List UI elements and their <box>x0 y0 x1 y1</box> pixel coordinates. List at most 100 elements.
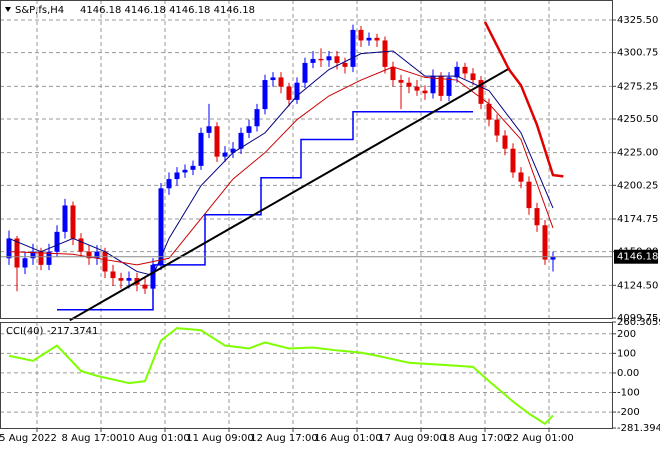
candle-body <box>46 251 52 265</box>
x-tick-label: 11 Aug 09:00 <box>186 433 253 444</box>
grid <box>0 0 616 432</box>
candle-body <box>358 29 364 41</box>
cci-line <box>8 327 554 426</box>
candle-body <box>390 66 396 81</box>
candle-body <box>486 103 492 120</box>
indicator-line <box>69 67 511 322</box>
candle-body <box>526 181 532 209</box>
candle-body <box>478 80 484 104</box>
y-tick-label: 4325.50 <box>617 15 658 26</box>
candle-body <box>342 62 348 67</box>
candle-body <box>302 62 308 83</box>
y-tick-label: 4300.75 <box>617 48 658 59</box>
candle-body <box>110 271 116 279</box>
x-tick-label: 22 Aug 01:00 <box>506 433 573 444</box>
y-tick-label: -200 <box>617 407 640 418</box>
candle-body <box>374 37 380 41</box>
x-tick-label: 8 Aug 17:00 <box>61 433 122 444</box>
indicator-line <box>8 66 554 266</box>
cci-value: -217.3741 <box>47 326 98 337</box>
candle-body <box>270 77 276 81</box>
candle-body <box>246 126 252 133</box>
candle-body <box>14 238 20 268</box>
y-tick-label: 100 <box>617 348 636 359</box>
candle-body <box>38 251 44 265</box>
candle-body <box>366 37 372 41</box>
candle-body <box>406 82 412 87</box>
candle-body <box>118 278 124 281</box>
x-tick-label: 18 Aug 17:00 <box>442 433 509 444</box>
candle-body <box>318 58 324 61</box>
symbol: S&P,fs,H4 <box>15 5 64 16</box>
candle-body <box>414 86 420 91</box>
y-tick-label: 4174.75 <box>617 214 658 225</box>
indicator-line <box>483 21 564 178</box>
candle-body <box>470 73 476 81</box>
candle-body <box>6 238 12 259</box>
candle-body <box>222 152 228 157</box>
indicator-line <box>8 50 554 277</box>
candle-body <box>62 205 68 232</box>
y-tick-label: 260.3059 <box>617 317 660 328</box>
candle-body <box>334 56 340 63</box>
candle-body <box>86 251 92 259</box>
x-tick-label: 10 Aug 01:00 <box>122 433 189 444</box>
candle-body <box>278 77 284 87</box>
candle-body <box>542 225 548 260</box>
price-frame <box>0 0 613 319</box>
price-label: 4146.18 <box>617 252 658 263</box>
y-tick-label: 4099.75 <box>617 313 658 324</box>
y-tick-label: 200 <box>617 329 636 340</box>
candle-body <box>286 86 292 100</box>
marks <box>0 21 612 426</box>
candle-body <box>430 76 436 94</box>
candle-body <box>422 90 428 94</box>
candle-body <box>214 126 220 157</box>
candle-body <box>142 284 148 289</box>
candle-body <box>182 169 188 173</box>
x-tick-label: 12 Aug 17:00 <box>250 433 317 444</box>
candle-body <box>462 66 468 74</box>
candle-body <box>206 126 212 133</box>
candle-body <box>230 148 236 153</box>
candle-body <box>398 80 404 83</box>
candle-body <box>126 278 132 281</box>
candle-body <box>550 256 556 260</box>
candle-body <box>158 188 164 265</box>
candle-body <box>94 251 100 259</box>
y-tick-label: 4200.25 <box>617 180 658 191</box>
y-tick-label: 4225.00 <box>617 148 658 159</box>
candle-body <box>54 231 60 252</box>
candle-body <box>78 238 84 252</box>
candle-body <box>518 172 524 182</box>
candle-body <box>174 172 180 180</box>
candle-body <box>166 179 172 189</box>
x-tick-label: 16 Aug 01:00 <box>314 433 381 444</box>
candle-body <box>446 77 452 96</box>
candle-body <box>454 66 460 78</box>
candle-body <box>534 208 540 226</box>
y-tick-label: 0.00 <box>617 368 639 379</box>
candle-body <box>510 148 516 173</box>
candle-body <box>310 58 316 63</box>
x-tick-label: 5 Aug 2022 <box>0 433 57 444</box>
y-tick-label: 4124.50 <box>617 280 658 291</box>
candle-body <box>326 56 332 61</box>
candle-body <box>102 251 108 272</box>
cci-title: CCI(40) <box>6 326 44 337</box>
candle-body <box>198 132 204 166</box>
y-tick-label: -100 <box>617 388 640 399</box>
candle-body <box>350 29 356 67</box>
candle-body <box>382 40 388 67</box>
cci-frame <box>0 322 613 429</box>
candle-body <box>70 205 76 239</box>
candle-body <box>238 132 244 149</box>
candle-body <box>262 80 268 110</box>
candle-body <box>30 251 36 259</box>
quote: 4146.18 4146.18 4146.18 4146.18 <box>80 5 255 16</box>
menu-arrow <box>5 7 11 12</box>
candle-body <box>22 258 28 268</box>
candle-body <box>294 82 300 100</box>
